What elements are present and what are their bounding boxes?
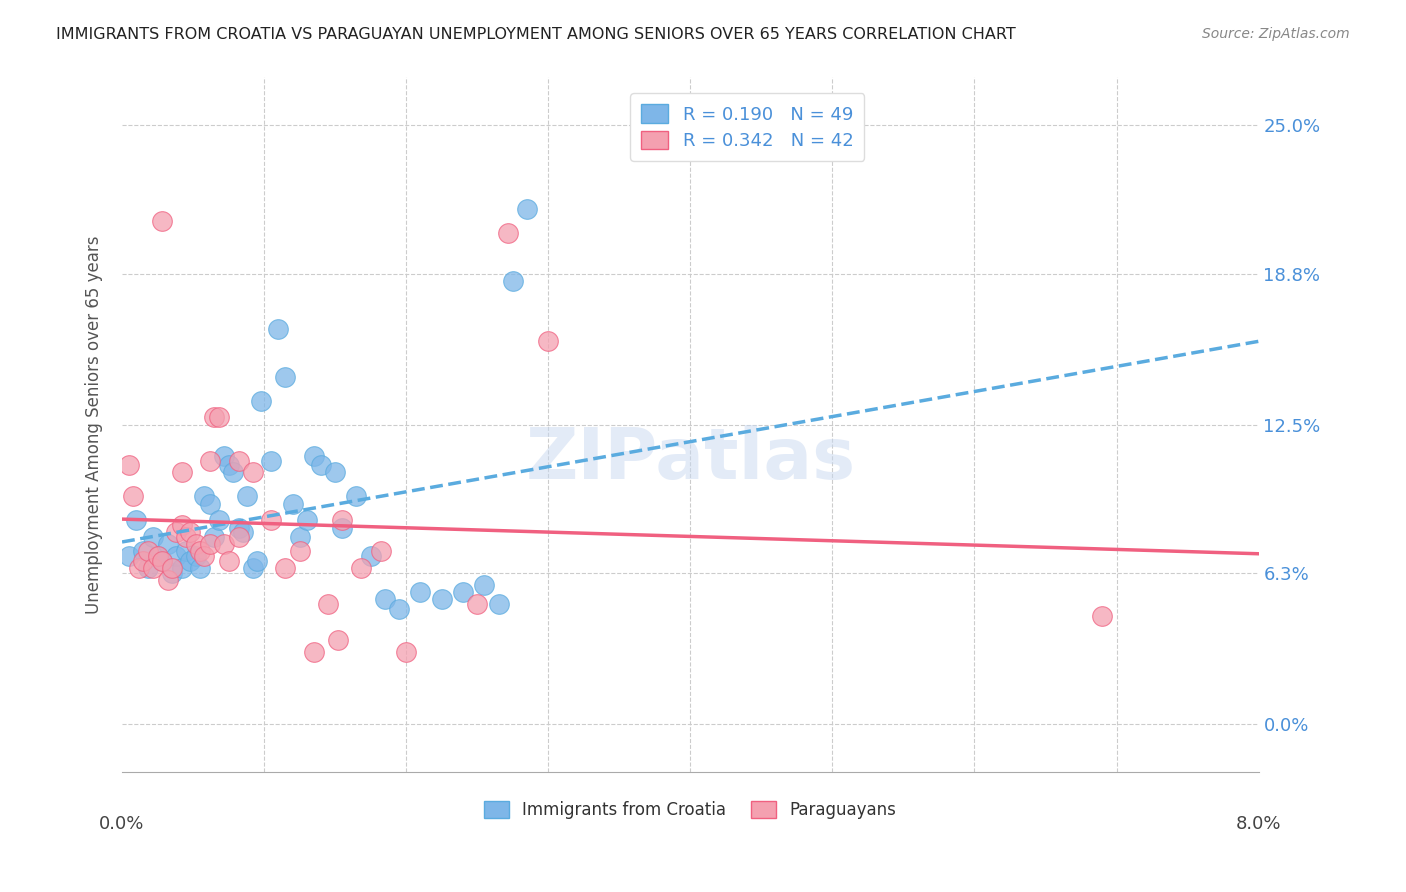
Point xyxy=(202,410,225,425)
Point xyxy=(193,490,215,504)
Point xyxy=(198,453,221,467)
Point xyxy=(302,449,325,463)
Point xyxy=(323,466,346,480)
Point xyxy=(150,554,173,568)
Point xyxy=(274,561,297,575)
Point xyxy=(498,226,520,240)
Point xyxy=(146,549,169,564)
Point xyxy=(198,497,221,511)
Y-axis label: Unemployment Among Seniors over 65 years: Unemployment Among Seniors over 65 years xyxy=(86,235,103,614)
Point xyxy=(488,597,510,611)
Text: IMMIGRANTS FROM CROATIA VS PARAGUAYAN UNEMPLOYMENT AMONG SENIORS OVER 65 YEARS C: IMMIGRANTS FROM CROATIA VS PARAGUAYAN UN… xyxy=(56,27,1017,42)
Point xyxy=(288,544,311,558)
Point xyxy=(516,202,538,216)
Point xyxy=(346,490,368,504)
Point xyxy=(125,513,148,527)
Point xyxy=(128,561,150,575)
Point xyxy=(370,544,392,558)
Point xyxy=(118,549,141,564)
Point xyxy=(142,561,165,575)
Text: ZIPatlas: ZIPatlas xyxy=(526,425,855,494)
Point xyxy=(184,549,207,564)
Point xyxy=(260,513,283,527)
Point xyxy=(242,561,264,575)
Point xyxy=(309,458,332,473)
Point xyxy=(451,585,474,599)
Point xyxy=(184,537,207,551)
Point xyxy=(179,525,201,540)
Point xyxy=(242,466,264,480)
Text: 0.0%: 0.0% xyxy=(100,815,145,833)
Legend: Immigrants from Croatia, Paraguayans: Immigrants from Croatia, Paraguayans xyxy=(478,795,903,826)
Point xyxy=(118,458,141,473)
Point xyxy=(246,554,269,568)
Point xyxy=(409,585,432,599)
Point xyxy=(330,520,353,534)
Point xyxy=(156,537,179,551)
Point xyxy=(208,410,231,425)
Point xyxy=(208,513,231,527)
Point xyxy=(537,334,560,348)
Point xyxy=(374,592,396,607)
Point xyxy=(430,592,453,607)
Point xyxy=(150,554,173,568)
Text: Source: ZipAtlas.com: Source: ZipAtlas.com xyxy=(1202,27,1350,41)
Point xyxy=(136,544,159,558)
Point xyxy=(295,513,318,527)
Point xyxy=(160,566,183,580)
Point xyxy=(465,597,488,611)
Point xyxy=(330,513,353,527)
Point xyxy=(267,322,290,336)
Point xyxy=(360,549,382,564)
Point xyxy=(122,490,145,504)
Point xyxy=(228,530,250,544)
Point xyxy=(214,537,236,551)
Point xyxy=(222,466,245,480)
Point xyxy=(250,393,273,408)
Point xyxy=(170,561,193,575)
Point xyxy=(146,549,169,564)
Point xyxy=(150,214,173,228)
Point xyxy=(136,561,159,575)
Text: 8.0%: 8.0% xyxy=(1236,815,1281,833)
Point xyxy=(170,518,193,533)
Point xyxy=(232,525,254,540)
Point xyxy=(202,530,225,544)
Point xyxy=(156,573,179,587)
Point xyxy=(132,544,155,558)
Point xyxy=(502,274,524,288)
Point xyxy=(218,458,240,473)
Point xyxy=(228,520,250,534)
Point xyxy=(236,490,259,504)
Point xyxy=(228,453,250,467)
Point xyxy=(188,544,211,558)
Point xyxy=(193,549,215,564)
Point xyxy=(165,549,187,564)
Point xyxy=(198,537,221,551)
Point xyxy=(260,453,283,467)
Point xyxy=(142,530,165,544)
Point xyxy=(274,369,297,384)
Point xyxy=(288,530,311,544)
Point xyxy=(281,497,304,511)
Point xyxy=(188,561,211,575)
Point xyxy=(316,597,339,611)
Point xyxy=(302,645,325,659)
Point xyxy=(179,554,201,568)
Point xyxy=(170,466,193,480)
Point xyxy=(388,602,411,616)
Point xyxy=(214,449,236,463)
Point xyxy=(1091,609,1114,624)
Point xyxy=(132,554,155,568)
Point xyxy=(165,525,187,540)
Point xyxy=(160,561,183,575)
Point xyxy=(174,530,197,544)
Point xyxy=(326,633,349,648)
Point xyxy=(174,544,197,558)
Point xyxy=(395,645,418,659)
Point xyxy=(350,561,373,575)
Point xyxy=(218,554,240,568)
Point xyxy=(472,578,495,592)
